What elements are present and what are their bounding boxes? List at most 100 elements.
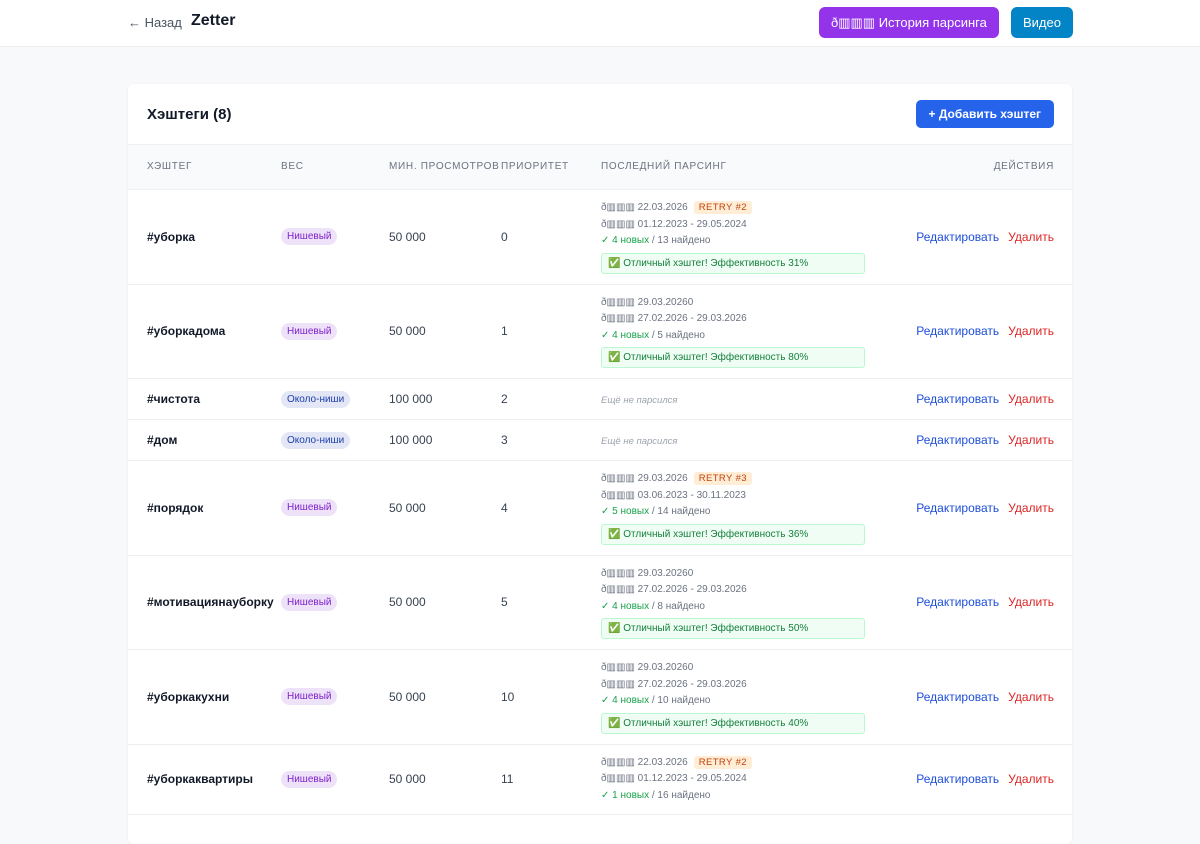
- found-count: / 14 найдено: [651, 506, 711, 517]
- edit-link[interactable]: Редактировать: [916, 433, 1000, 447]
- parse-date: ð▥▥▥ 29.03.20260: [601, 296, 694, 308]
- weight-badge: Нишевый: [281, 228, 338, 246]
- weight-cell: Нишевый: [281, 460, 389, 556]
- page: Zetter {"header":{"back":"← Назад","titl…: [0, 0, 1200, 815]
- hashtags-table: ХЭШТЕГ ВЕС МИН. ПРОСМОТРОВ ПРИОРИТЕТ ПОСЛЕДН…: [128, 144, 1072, 815]
- delete-link[interactable]: Удалить: [1008, 500, 1054, 515]
- actions-cell: Редактировать Удалить: [897, 555, 1072, 650]
- hashtag: #уборкаквартиры: [128, 744, 281, 815]
- parse-range: ð▥▥▥ 27.02.2026 - 29.03.2026: [601, 678, 747, 690]
- actions-cell: Редактировать Удалить: [897, 649, 1072, 745]
- found-count: / 5 найдено: [651, 329, 705, 341]
- parse-date-line: ð▥▥▥ 29.03.20260: [601, 295, 897, 312]
- parse-date: ð▥▥▥ 29.03.2026: [601, 473, 688, 484]
- delete-link[interactable]: Удалить: [1008, 433, 1054, 447]
- parse-range: ð▥▥▥ 27.02.2026 - 29.03.2026: [601, 313, 747, 324]
- parse-date-line: ð▥▥▥ 29.03.2026 RETRY #3: [601, 471, 897, 488]
- history-button[interactable]: ð▥▥▥ История парсинга: [819, 7, 999, 38]
- column-header: ДЕЙСТВИЯ: [897, 144, 1072, 190]
- add-button[interactable]: + Добавить хэштег: [915, 100, 1054, 128]
- min-views: 50 000: [389, 744, 501, 815]
- weight-badge: Нишевый: [281, 322, 338, 340]
- new-count: ✓ 4 новых: [601, 695, 650, 706]
- delete-link[interactable]: Удалить: [1008, 392, 1054, 406]
- delete-link[interactable]: Удалить: [1008, 324, 1054, 339]
- priority: 10: [501, 649, 601, 745]
- hashtag: #уборка: [128, 189, 281, 285]
- edit-link[interactable]: Редактировать: [916, 229, 1000, 244]
- column-header: ХЭШТЕГ: [128, 144, 281, 190]
- edit-link[interactable]: Редактировать: [916, 772, 1000, 787]
- parsing-info: ð▥▥▥ 22.03.2026 RETRY #2 ð▥▥▥ 01.12.2023 -…: [601, 190, 897, 284]
- back-link[interactable]: ← Назад: [128, 15, 182, 30]
- parse-date: ð▥▥▥ 22.03.2026: [601, 202, 688, 213]
- parse-date-line: ð▥▥▥ 22.03.2026 RETRY #2: [601, 200, 897, 217]
- weight-cell: Нишевый: [281, 744, 389, 815]
- new-count: ✓ 4 новых: [601, 600, 650, 612]
- found-count: / 13 найдено: [651, 235, 711, 246]
- parsing-cell: ð▥▥▥ 29.03.2026 RETRY #3 ð▥▥▥ 03.06.2023 -…: [601, 460, 898, 556]
- priority: 11: [501, 744, 601, 815]
- priority: 1: [501, 284, 601, 379]
- edit-link[interactable]: Редактировать: [916, 392, 1000, 406]
- min-views: 50 000: [389, 649, 501, 745]
- delete-link[interactable]: Удалить: [1008, 229, 1054, 244]
- page-body: ← Назад Zetter ð▥▥▥ История парсинга Вид…: [0, 0, 1200, 815]
- parsing-cell: ð▥▥▥ 29.03.20260 ð▥▥▥ 27.02.2026 - 29.03.…: [601, 284, 898, 379]
- parse-range: ð▥▥▥ 27.02.2026 - 29.03.2026: [601, 584, 747, 595]
- weight-badge: Нишевый: [281, 770, 338, 788]
- parsing-info: ð▥▥▥ 29.03.20260 ð▥▥▥ 27.02.2026 - 29.03.…: [601, 650, 897, 744]
- table-row: #чистота Около-ниши 100 000 2 Ещё не парсилс…: [128, 378, 1072, 420]
- weight-cell: Около-ниши: [281, 419, 389, 461]
- weight-cell: Нишевый: [281, 189, 389, 285]
- edit-link[interactable]: Редактировать: [916, 689, 1000, 704]
- weight-cell: Нишевый: [281, 555, 389, 650]
- priority: 4: [501, 460, 601, 556]
- parsing-cell: Ещё не парсился: [601, 419, 898, 461]
- parse-date-line: ð▥▥▥ 22.03.2026 RETRY #2: [601, 755, 897, 772]
- app-title: Zetter: [191, 12, 236, 29]
- min-views: 50 000: [389, 284, 501, 379]
- parsing-cell: ð▥▥▥ 22.03.2026 RETRY #2 ð▥▥▥ 01.12.2023 -…: [601, 189, 898, 285]
- found-count: / 8 найдено: [651, 600, 705, 612]
- parse-range: ð▥▥▥ 01.12.2023 - 29.05.2024: [601, 773, 747, 784]
- weight-badge: Нишевый: [281, 499, 338, 517]
- hashtag: #уборкакухни: [128, 649, 281, 745]
- parse-date: ð▥▥▥ 29.03.20260: [601, 662, 694, 673]
- delete-link[interactable]: Удалить: [1008, 595, 1054, 610]
- priority: 5: [501, 555, 601, 650]
- card-title: Хэштеги (8): [147, 106, 232, 123]
- video-button[interactable]: Видео: [1011, 7, 1073, 38]
- top-bar: ← Назад Zetter ð▥▥▥ История парсинга Вид…: [0, 0, 1200, 47]
- delete-link[interactable]: Удалить: [1008, 772, 1054, 787]
- min-views: 50 000: [389, 460, 501, 556]
- weight-badge: Нишевый: [281, 593, 338, 611]
- never-parsed: Ещё не парсился: [601, 436, 678, 447]
- edit-link[interactable]: Редактировать: [916, 500, 1000, 515]
- new-count: ✓ 1 новых: [601, 789, 650, 801]
- hashtag: #чистота: [128, 378, 281, 420]
- parse-range: ð▥▥▥ 03.06.2023 - 30.11.2023: [601, 489, 746, 501]
- weight-cell: Нишевый: [281, 284, 389, 379]
- min-views: 50 000: [389, 189, 501, 285]
- edit-link[interactable]: Редактировать: [916, 324, 1000, 339]
- min-views: 100 000: [389, 378, 501, 420]
- parse-date: ð▥▥▥ 29.03.20260: [601, 567, 694, 579]
- weight-cell: Нишевый: [281, 649, 389, 745]
- column-header: МИН. ПРОСМОТРОВ: [389, 144, 501, 190]
- parse-counts: ✓ 4 новых / 8 найдено: [601, 599, 897, 616]
- table-row: #дом Около-ниши 100 000 3 Ещё не парсился Ред…: [128, 419, 1072, 461]
- parse-counts: ✓ 4 новых / 13 найдено: [601, 233, 897, 250]
- retry-badge: RETRY #2: [693, 201, 752, 214]
- min-views: 50 000: [389, 555, 501, 650]
- found-count: / 16 найдено: [651, 789, 711, 801]
- parse-range: ð▥▥▥ 01.12.2023 - 29.05.2024: [601, 218, 747, 230]
- parse-counts: ✓ 4 новых / 10 найдено: [601, 693, 897, 710]
- delete-link[interactable]: Удалить: [1008, 689, 1054, 704]
- verdict: ✅ Отличный хэштег! Эффективность 31%: [601, 252, 865, 274]
- weight-badge: Около-ниши: [281, 431, 351, 449]
- new-count: ✓ 4 новых: [601, 329, 650, 341]
- table-row: #мотивациянауборку Нишевый 50 000 5 ð▥▥▥ 29.…: [128, 555, 1072, 650]
- parse-date-line: ð▥▥▥ 29.03.20260: [601, 660, 897, 677]
- edit-link[interactable]: Редактировать: [916, 595, 1000, 610]
